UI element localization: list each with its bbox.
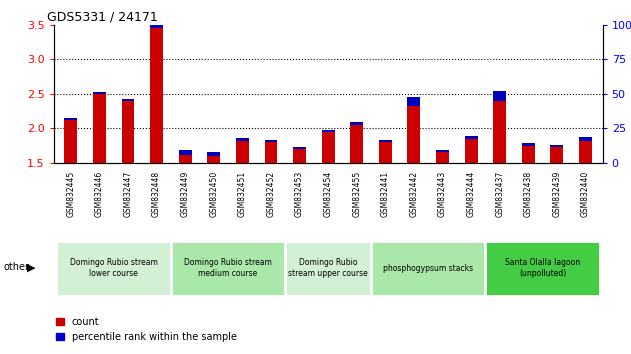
Text: GSM832451: GSM832451 [238, 170, 247, 217]
Bar [350, 122, 363, 125]
Text: Domingo Rubio stream
medium course: Domingo Rubio stream medium course [184, 258, 272, 278]
Text: GSM832440: GSM832440 [581, 170, 590, 217]
Bar [550, 144, 563, 147]
Text: GSM832443: GSM832443 [438, 170, 447, 217]
Text: GSM832442: GSM832442 [410, 170, 418, 217]
Bar [179, 150, 192, 155]
Text: GSM832449: GSM832449 [180, 170, 190, 217]
Bar [579, 141, 592, 163]
Text: GSM832452: GSM832452 [266, 170, 276, 217]
Bar [93, 94, 106, 163]
Text: GSM832445: GSM832445 [66, 170, 75, 217]
Bar [464, 136, 478, 139]
Bar [150, 19, 163, 28]
Bar [550, 147, 563, 163]
Bar [208, 152, 220, 156]
Bar [179, 155, 192, 163]
Text: GSM832447: GSM832447 [124, 170, 133, 217]
Bar [64, 120, 77, 163]
Text: Domingo Rubio stream
lower course: Domingo Rubio stream lower course [70, 258, 158, 278]
Bar [493, 101, 506, 163]
Bar [493, 91, 506, 101]
Text: GSM832444: GSM832444 [466, 170, 476, 217]
Bar [208, 156, 220, 163]
Text: phosphogypsum stacks: phosphogypsum stacks [383, 264, 473, 273]
Bar [236, 138, 249, 141]
Text: GSM832437: GSM832437 [495, 170, 504, 217]
FancyBboxPatch shape [57, 241, 171, 296]
Bar [408, 106, 420, 163]
Bar [379, 140, 392, 142]
Text: GSM832438: GSM832438 [524, 170, 533, 217]
Text: other: other [3, 262, 29, 272]
FancyBboxPatch shape [171, 241, 285, 296]
Text: Domingo Rubio
stream upper course: Domingo Rubio stream upper course [288, 258, 368, 278]
Text: GSM832454: GSM832454 [324, 170, 333, 217]
Bar [93, 92, 106, 94]
Bar [293, 147, 306, 149]
Bar [436, 153, 449, 163]
Bar [150, 28, 163, 163]
Text: GDS5331 / 24171: GDS5331 / 24171 [47, 11, 158, 24]
Bar [436, 150, 449, 153]
Bar [350, 125, 363, 163]
FancyBboxPatch shape [371, 241, 485, 296]
Text: GSM832453: GSM832453 [295, 170, 304, 217]
Text: GSM832455: GSM832455 [352, 170, 361, 217]
FancyBboxPatch shape [485, 241, 599, 296]
Bar [122, 99, 134, 101]
Bar [264, 140, 278, 142]
Bar [264, 142, 278, 163]
Bar [464, 139, 478, 163]
Bar [64, 118, 77, 120]
Bar [236, 141, 249, 163]
Text: GSM832448: GSM832448 [152, 170, 161, 217]
Text: Santa Olalla lagoon
(unpolluted): Santa Olalla lagoon (unpolluted) [505, 258, 580, 278]
Bar [379, 142, 392, 163]
Text: GSM832441: GSM832441 [380, 170, 390, 217]
Text: ▶: ▶ [27, 262, 35, 272]
Bar [522, 145, 534, 163]
Text: GSM832446: GSM832446 [95, 170, 104, 217]
Bar [322, 132, 334, 163]
Bar [579, 137, 592, 141]
Legend: count, percentile rank within the sample: count, percentile rank within the sample [52, 313, 240, 346]
Bar [122, 101, 134, 163]
Bar [408, 97, 420, 106]
Bar [522, 143, 534, 145]
Bar [293, 149, 306, 163]
Text: GSM832439: GSM832439 [552, 170, 562, 217]
FancyBboxPatch shape [285, 241, 371, 296]
Text: GSM832450: GSM832450 [209, 170, 218, 217]
Bar [322, 130, 334, 132]
